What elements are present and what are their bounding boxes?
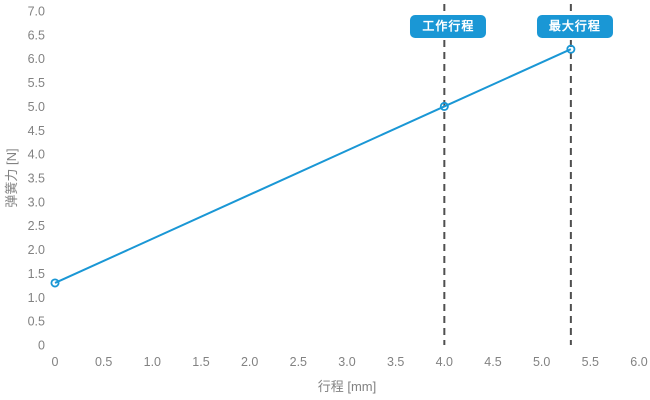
y-tick-label: 7.0: [28, 5, 45, 19]
y-tick-label: 2.5: [28, 219, 45, 233]
x-tick-label: 3.5: [387, 355, 404, 369]
y-tick-label: 0.5: [28, 315, 45, 329]
y-tick-label: 0: [38, 339, 45, 353]
y-tick-label: 2.0: [28, 243, 45, 257]
x-tick-label: 4.5: [484, 355, 501, 369]
y-tick-label: 5.5: [28, 76, 45, 90]
y-tick-label: 1.5: [28, 267, 45, 281]
x-tick-label: 1.0: [144, 355, 161, 369]
annotation-badge-max-stroke: 最大行程: [536, 15, 613, 38]
x-tick-label: 2.5: [290, 355, 307, 369]
y-tick-label: 4.5: [28, 124, 45, 138]
x-tick-label: 0.5: [95, 355, 112, 369]
x-tick-label: 2.0: [241, 355, 258, 369]
x-tick-label: 3.0: [338, 355, 355, 369]
y-tick-label: 3.0: [28, 195, 45, 209]
y-tick-label: 3.5: [28, 172, 45, 186]
x-tick-label: 0: [52, 355, 59, 369]
x-tick-label: 6.0: [630, 355, 647, 369]
series-line: [54, 48, 572, 284]
y-tick-label: 6.5: [28, 28, 45, 42]
x-axis-title: 行程 [mm]: [318, 379, 377, 394]
x-tick-label: 1.5: [192, 355, 209, 369]
data-point-marker: [50, 278, 60, 288]
x-tick-label: 5.5: [582, 355, 599, 369]
y-axis-title: 弹簧力 [N]: [4, 148, 19, 207]
x-tick-label: 5.0: [533, 355, 550, 369]
data-point-marker: [566, 44, 576, 54]
x-tick-label: 4.0: [436, 355, 453, 369]
y-tick-label: 5.0: [28, 100, 45, 114]
y-tick-label: 1.0: [28, 291, 45, 305]
y-tick-label: 6.0: [28, 52, 45, 66]
annotation-badge-working-stroke: 工作行程: [410, 15, 487, 38]
data-point-marker: [439, 101, 449, 111]
y-tick-label: 4.0: [28, 148, 45, 162]
